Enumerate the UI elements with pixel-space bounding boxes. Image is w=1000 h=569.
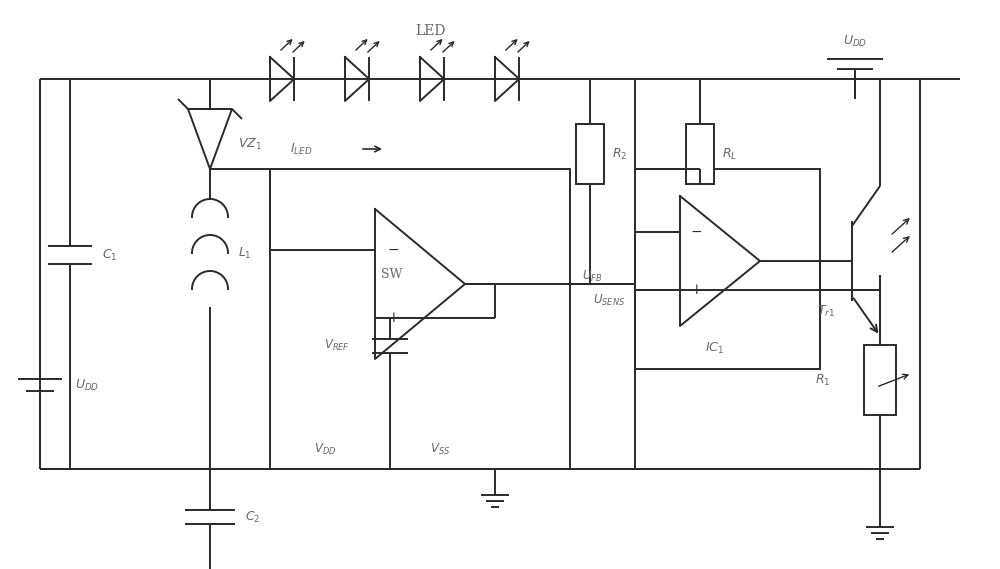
Text: −: − (690, 225, 702, 239)
Text: $R_2$: $R_2$ (612, 146, 627, 162)
Bar (576, 124, 604, 184)
Bar (864, 345, 896, 415)
Text: $U_{FB}$: $U_{FB}$ (582, 269, 602, 283)
Text: $U_{SENS}$: $U_{SENS}$ (593, 292, 625, 308)
Bar (270, 169, 570, 469)
Text: $R_L$: $R_L$ (722, 146, 737, 162)
Bar (686, 124, 714, 184)
Text: $R_1$: $R_1$ (815, 373, 830, 388)
Text: $V_{REF}$: $V_{REF}$ (324, 338, 350, 353)
Text: $L_1$: $L_1$ (238, 245, 252, 261)
Text: $I_{LED}$: $I_{LED}$ (290, 142, 312, 156)
Text: $V_{DD}$: $V_{DD}$ (314, 442, 336, 456)
Text: $U_{DD}$: $U_{DD}$ (843, 34, 867, 48)
Text: $T_{r1}$: $T_{r1}$ (817, 303, 835, 319)
Text: $C_2$: $C_2$ (245, 509, 260, 525)
Text: $C_1$: $C_1$ (102, 248, 117, 262)
Text: $V_{SS}$: $V_{SS}$ (430, 442, 450, 456)
Text: −: − (387, 244, 399, 257)
Text: SW: SW (381, 267, 403, 281)
Text: +: + (690, 283, 702, 297)
Text: LED: LED (415, 24, 445, 38)
Text: $IC_1$: $IC_1$ (705, 340, 725, 356)
Text: $U_{DD}$: $U_{DD}$ (75, 377, 99, 393)
Text: +: + (387, 311, 399, 325)
Text: $VZ_1$: $VZ_1$ (238, 137, 262, 151)
Bar (635, 169, 820, 369)
